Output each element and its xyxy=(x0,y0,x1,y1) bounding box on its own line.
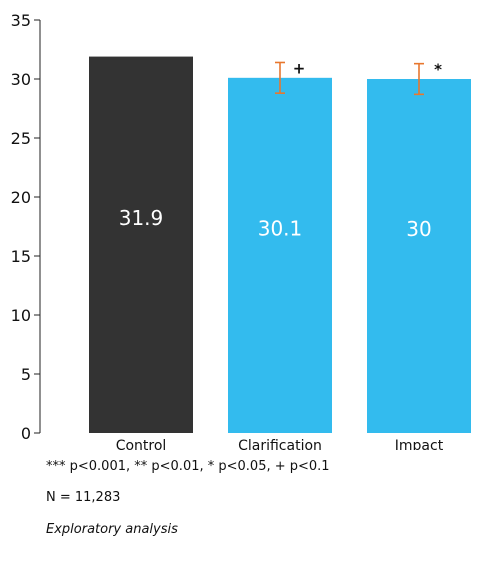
y-tick-label: 30 xyxy=(11,70,31,89)
y-tick-label: 10 xyxy=(11,306,31,325)
significance-marker: + xyxy=(293,59,306,77)
sample-size-note: N = 11,283 xyxy=(46,490,121,505)
y-tick-label: 5 xyxy=(21,365,31,384)
bar-chart: 0 5 10 15 20 25 30 35 31.9 Control 30.1 + Clarificat… xyxy=(11,11,471,450)
bar-impact xyxy=(367,79,471,433)
y-tick-label: 15 xyxy=(11,247,31,266)
bar-value-label: 30.1 xyxy=(258,216,303,240)
category-label: Control xyxy=(116,438,167,450)
bar-control xyxy=(89,56,193,433)
significance-marker: * xyxy=(434,61,442,79)
bar-value-label: 31.9 xyxy=(119,206,164,230)
category-label: Impact xyxy=(395,438,444,450)
bar-value-label: 30 xyxy=(406,217,431,241)
bar-clarification xyxy=(228,77,332,433)
significance-note: *** p<0.001, ** p<0.01, * p<0.05, + p<0.… xyxy=(46,459,330,474)
analysis-note: Exploratory analysis xyxy=(46,522,178,537)
category-label: Clarification xyxy=(238,438,322,450)
y-tick-label: 35 xyxy=(11,11,31,30)
y-tick-label: 0 xyxy=(21,424,31,443)
y-tick-label: 20 xyxy=(11,188,31,207)
y-tick-label: 25 xyxy=(11,129,31,148)
